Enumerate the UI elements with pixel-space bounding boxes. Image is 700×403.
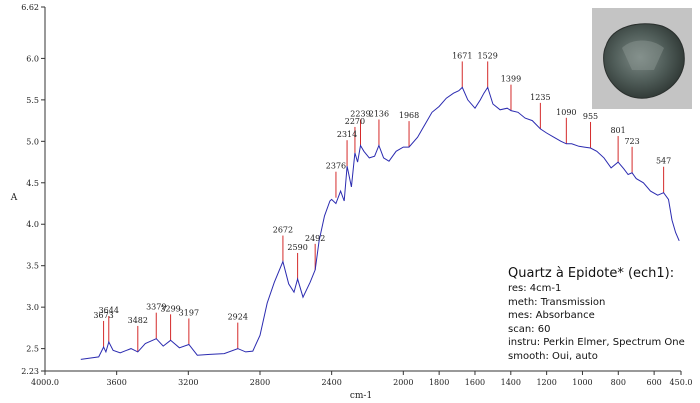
x-tick-label: 600 [646,378,661,387]
peak-label-3673: 3673 [93,311,113,320]
x-tick-label: 800 [611,378,626,387]
x-tick-label: 450.0 [670,378,693,387]
x-tick-label: 2800 [250,378,270,387]
sample-gem-image [592,8,692,109]
y-tick-label: 5.0 [26,137,39,146]
peak-label-3197: 3197 [179,308,199,317]
peak-label-2492: 2492 [305,234,325,243]
info-method: meth: Transmission [508,296,606,308]
peak-label-2270: 2270 [345,117,365,126]
x-tick-label: 1000 [572,378,592,387]
x-tick-label: 2000 [393,378,413,387]
chart-axes: 4000.0 3600 3200 2800 2400 2000 1800 1600 1400 12… [21,3,692,387]
x-tick-label: 1200 [536,378,556,387]
peak-label-3644: 3644 [99,306,119,315]
sample-info: Quartz à Epidote* (ech1): res: 4cm-1 met… [508,266,685,363]
sample-photo [592,8,692,109]
x-tick-label: 1600 [465,378,485,387]
peak-markers [103,61,665,352]
peak-label-2590: 2590 [287,243,307,252]
info-resolution: res: 4cm-1 [508,283,562,294]
x-tick-label: 1400 [501,378,521,387]
y-tick-label: 2.5 [26,345,39,354]
sample-title: Quartz à Epidote* (ech1): [508,266,675,281]
x-tick-label: 2400 [321,378,341,387]
peak-label-955: 955 [583,112,598,121]
y-tick-label: 5.5 [26,96,39,105]
info-smoothing: smooth: Oui, auto [508,350,598,362]
peak-label-2924: 2924 [228,313,248,322]
info-instrument: instru: Perkin Elmer, Spectrum One [508,337,685,348]
peak-label-1671: 1671 [452,51,472,60]
peak-label-1968: 1968 [399,111,419,120]
peak-label-3379: 3379 [146,303,166,312]
peak-label-2314: 2314 [337,130,357,139]
x-tick-label: 3600 [106,378,126,387]
peak-label-1399: 1399 [501,75,521,84]
peak-label-2376: 2376 [326,162,346,171]
y-tick-label: 6.62 [21,3,39,12]
peak-label-2136: 2136 [369,109,389,118]
peak-label-723: 723 [624,137,639,146]
y-axis-label: A [10,193,18,203]
spectrum-line [80,86,680,360]
info-scans: scan: 60 [508,323,551,335]
peak-label-3299: 3299 [160,304,180,313]
peak-label-1235: 1235 [530,93,550,102]
y-tick-label: 3.0 [26,303,39,312]
x-tick-label: 4000.0 [31,378,59,387]
peak-label-547: 547 [656,157,671,166]
x-axis-label: cm-1 [350,391,372,401]
y-tick-label: 6.0 [26,54,39,63]
x-tick-label: 3200 [178,378,198,387]
peak-label-2672: 2672 [273,226,293,235]
peak-label-1090: 1090 [556,108,576,117]
x-tick-label: 1800 [429,378,449,387]
peak-label-801: 801 [610,126,625,135]
y-tick-label: 4.0 [26,220,39,229]
peak-label-1529: 1529 [478,51,498,60]
y-tick-label: 2.23 [21,367,39,376]
info-measurement: mes: Absorbance [508,310,595,321]
peak-label-2239: 2239 [350,109,370,118]
y-tick-label: 4.5 [26,179,39,188]
peak-label-3482: 3482 [128,316,148,325]
y-tick-label: 3.5 [26,262,39,271]
